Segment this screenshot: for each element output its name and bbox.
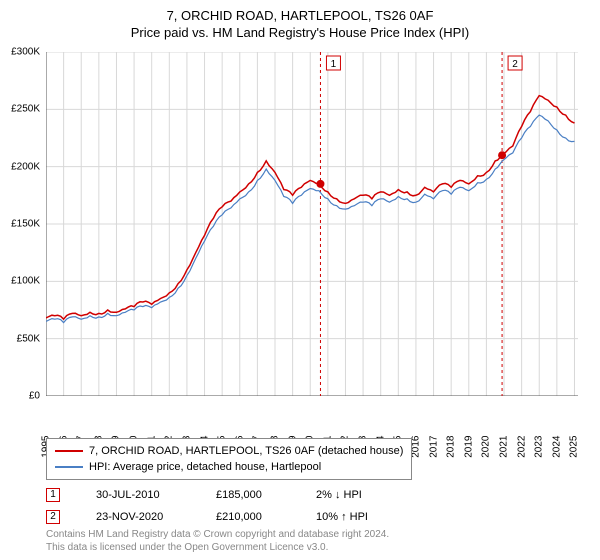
y-tick-label: £50K (17, 333, 40, 344)
y-tick-label: £250K (11, 104, 40, 115)
y-tick-label: £300K (11, 47, 40, 58)
sale-diff: 10% ↑ HPI (316, 511, 416, 523)
sale-point (498, 151, 506, 159)
chart-title: 7, ORCHID ROAD, HARTLEPOOL, TS26 0AF (0, 0, 600, 23)
legend-item: 7, ORCHID ROAD, HARTLEPOOL, TS26 0AF (de… (55, 443, 403, 459)
x-tick-label: 2025 (569, 436, 580, 458)
sales-table: 1 30-JUL-2010£185,0002% ↓ HPI 2 23-NOV-2020… (46, 484, 416, 528)
legend-label: HPI: Average price, detached house, Hart… (89, 459, 321, 475)
legend-label: 7, ORCHID ROAD, HARTLEPOOL, TS26 0AF (de… (89, 443, 403, 459)
x-tick-label: 2024 (551, 436, 562, 458)
legend-item: HPI: Average price, detached house, Hart… (55, 459, 403, 475)
sales-row: 1 30-JUL-2010£185,0002% ↓ HPI (46, 484, 416, 506)
sale-marker-badge: 2 (46, 510, 60, 524)
x-tick-label: 2022 (516, 436, 527, 458)
chart-svg: 12 (46, 52, 578, 396)
x-tick-label: 2017 (428, 436, 439, 458)
y-tick-label: £200K (11, 161, 40, 172)
x-tick-label: 2021 (499, 436, 510, 458)
y-tick-label: £0 (29, 391, 40, 402)
y-axis: £0£50K£100K£150K£200K£250K£300K (0, 52, 44, 396)
legend-swatch (55, 466, 83, 468)
footer-line2: This data is licensed under the Open Gov… (46, 541, 389, 554)
footer-line1: Contains HM Land Registry data © Crown c… (46, 528, 389, 541)
plot-area: 12 (46, 52, 578, 396)
y-tick-label: £100K (11, 276, 40, 287)
x-tick-label: 2019 (463, 436, 474, 458)
sales-row: 2 23-NOV-2020£210,00010% ↑ HPI (46, 506, 416, 528)
x-tick-label: 2018 (446, 436, 457, 458)
sale-date: 23-NOV-2020 (96, 511, 216, 523)
x-tick-label: 2023 (534, 436, 545, 458)
sale-price: £210,000 (216, 511, 316, 523)
sale-date: 30-JUL-2010 (96, 489, 216, 501)
sale-point (316, 180, 324, 188)
svg-text:2: 2 (512, 59, 518, 70)
footer: Contains HM Land Registry data © Crown c… (46, 528, 389, 554)
y-tick-label: £150K (11, 219, 40, 230)
legend: 7, ORCHID ROAD, HARTLEPOOL, TS26 0AF (de… (46, 438, 412, 480)
svg-text:1: 1 (331, 59, 337, 70)
legend-swatch (55, 450, 83, 452)
chart-subtitle: Price paid vs. HM Land Registry's House … (0, 23, 600, 40)
sale-marker-badge: 1 (46, 488, 60, 502)
x-tick-label: 2020 (481, 436, 492, 458)
sale-price: £185,000 (216, 489, 316, 501)
x-axis: 1995199619971998199920002001200220032004… (46, 398, 578, 434)
chart-container: 7, ORCHID ROAD, HARTLEPOOL, TS26 0AF Pri… (0, 0, 600, 560)
sale-diff: 2% ↓ HPI (316, 489, 416, 501)
